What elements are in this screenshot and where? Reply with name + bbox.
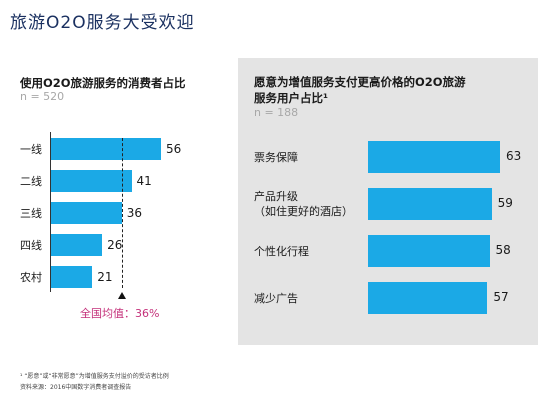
average-line bbox=[121, 138, 123, 288]
right-bar bbox=[368, 235, 490, 267]
right-category-label-line: （如住更好的酒店） bbox=[254, 205, 353, 218]
right-chart-title: 愿意为增值服务支付更高价格的O2O旅游 服务用户占比¹ bbox=[254, 74, 534, 106]
left-category-label: 农村 bbox=[20, 271, 42, 284]
source-note: 资料来源：2016中国数字消费者调查报告 bbox=[20, 384, 132, 391]
right-bar-value: 57 bbox=[493, 290, 509, 304]
average-label-text: 全国均值： bbox=[80, 307, 135, 320]
left-bar-value: 56 bbox=[166, 142, 182, 156]
left-category-label: 二线 bbox=[20, 175, 42, 188]
left-chart-sample: n = 520 bbox=[20, 90, 65, 103]
right-category-label: 减少广告 bbox=[254, 291, 298, 306]
left-bar bbox=[51, 202, 122, 224]
right-chart-title-line1: 愿意为增值服务支付更高价格的O2O旅游 bbox=[254, 75, 466, 89]
right-bar-value: 63 bbox=[506, 149, 522, 163]
right-bar-value: 59 bbox=[497, 196, 513, 210]
left-category-label: 三线 bbox=[20, 207, 42, 220]
right-bar bbox=[368, 188, 492, 220]
right-category-label-line: 减少广告 bbox=[254, 291, 298, 305]
left-bar-value: 36 bbox=[126, 206, 142, 220]
left-bar-value: 26 bbox=[107, 238, 123, 252]
right-category-label: 产品升级 （如住更好的酒店） bbox=[254, 189, 353, 219]
page-title: 旅游O2O服务大受欢迎 bbox=[10, 13, 195, 33]
footnote: ¹ “愿意”或“非常愿意”为增值服务支付溢价的受访者比例 bbox=[20, 373, 169, 380]
right-category-label-line: 票务保障 bbox=[254, 150, 298, 164]
right-bar bbox=[368, 282, 488, 314]
right-bar bbox=[368, 141, 500, 173]
left-category-label: 四线 bbox=[20, 239, 42, 252]
right-chart-sample: n = 188 bbox=[254, 106, 299, 119]
right-category-label: 个性化行程 bbox=[254, 244, 309, 259]
right-bar-value: 58 bbox=[495, 243, 511, 257]
left-bar bbox=[51, 138, 161, 160]
average-marker bbox=[117, 292, 126, 299]
left-bar-value: 41 bbox=[136, 174, 152, 188]
right-category-label-line: 产品升级 bbox=[254, 190, 298, 203]
left-category-label: 一线 bbox=[20, 143, 42, 156]
left-bar bbox=[51, 266, 93, 288]
left-bar bbox=[51, 170, 132, 192]
right-category-label: 票务保障 bbox=[254, 150, 298, 165]
right-category-label-line: 个性化行程 bbox=[254, 244, 309, 258]
left-bar bbox=[51, 234, 103, 256]
right-chart-title-line2: 服务用户占比¹ bbox=[254, 91, 329, 105]
average-label: 全国均值：36% bbox=[80, 305, 159, 321]
left-chart-title: 使用O2O旅游服务的消费者占比 bbox=[20, 76, 186, 90]
average-value: 36% bbox=[135, 307, 160, 320]
left-bar-value: 21 bbox=[97, 270, 113, 284]
